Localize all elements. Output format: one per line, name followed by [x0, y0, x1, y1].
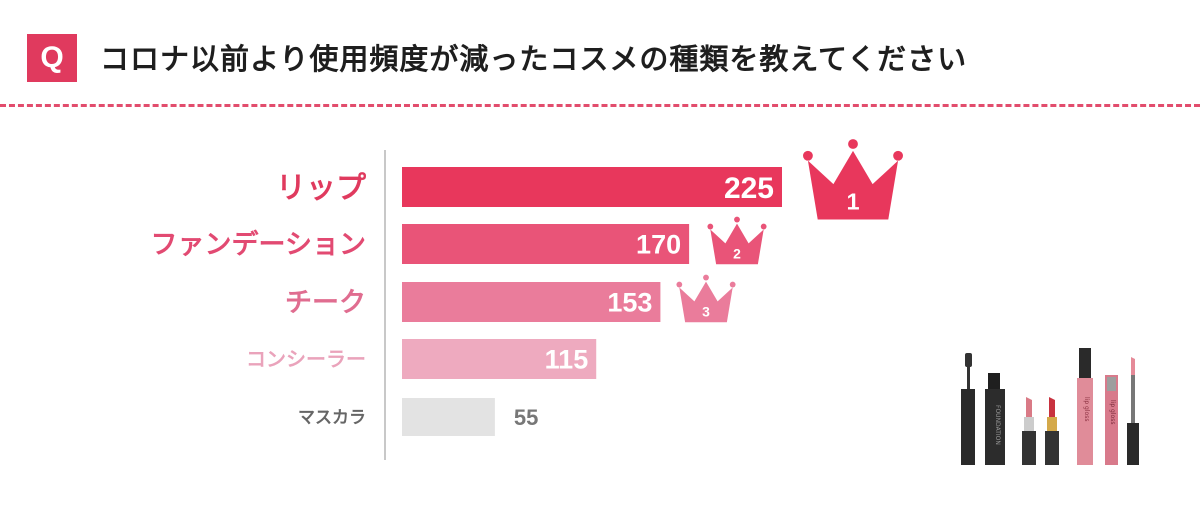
bar	[402, 398, 495, 436]
question-title: コロナ以前より使用頻度が減ったコスメの種類を教えてください	[100, 42, 968, 76]
crown-dot	[729, 281, 736, 288]
category-label: リップ	[276, 171, 367, 206]
crown-rank-number: 3	[702, 303, 710, 319]
crown-dot	[703, 274, 709, 281]
category-label: ファンデーション	[151, 229, 366, 261]
value-label: 153	[607, 288, 652, 318]
crown-rank-number: 1	[846, 189, 859, 215]
crown-dot	[803, 150, 813, 161]
lipstick-icon	[1045, 397, 1059, 465]
value-label: 170	[636, 230, 681, 260]
crown-dot	[734, 216, 740, 223]
crown-dot	[848, 139, 858, 149]
bar	[402, 167, 782, 207]
cosmetics-illustration: FOUNDATION lip gloss lip gloss	[961, 348, 1139, 465]
question-badge: Q	[27, 34, 77, 82]
crown-dot	[676, 281, 683, 288]
crown-icon	[807, 150, 899, 220]
lip-gloss-icon: lip gloss	[1077, 348, 1093, 465]
illustration-label: lip gloss	[1109, 400, 1116, 424]
crown-icon	[710, 223, 764, 265]
value-label: 115	[545, 345, 589, 375]
category-label: チーク	[285, 288, 366, 319]
category-label: コンシーラー	[246, 347, 366, 371]
crown-rank-number: 2	[733, 245, 741, 261]
value-label: 55	[514, 405, 538, 430]
category-label: マスカラ	[298, 408, 366, 428]
lipstick-icon	[1022, 397, 1036, 465]
bar	[402, 224, 690, 264]
dashed-divider	[0, 104, 1200, 107]
mascara-icon	[961, 353, 975, 465]
bar	[402, 282, 661, 322]
crown-dot	[760, 223, 767, 230]
bar	[402, 339, 597, 379]
illustration-label: FOUNDATION	[994, 405, 1001, 445]
crown-dot	[893, 150, 903, 161]
crown-icon	[679, 281, 733, 323]
foundation-bottle-icon: FOUNDATION	[985, 373, 1005, 465]
crown-dot	[707, 223, 714, 230]
lip-gloss-icon: lip gloss	[1105, 357, 1139, 465]
illustration-label: lip gloss	[1083, 397, 1090, 421]
value-label: 225	[724, 172, 774, 205]
